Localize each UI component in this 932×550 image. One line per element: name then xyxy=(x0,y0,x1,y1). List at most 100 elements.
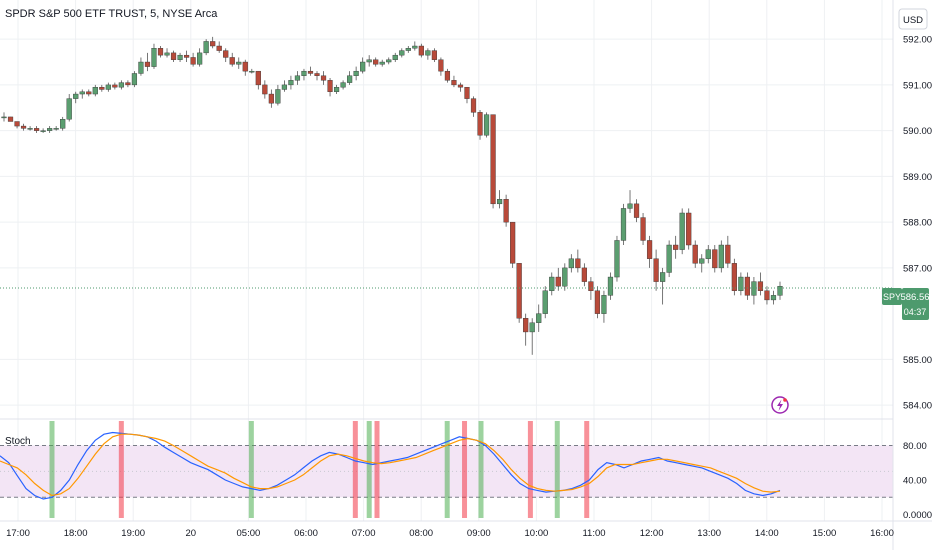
candle xyxy=(373,57,379,67)
candle-body xyxy=(575,258,581,269)
candle-body xyxy=(653,258,659,282)
sell-signal-band xyxy=(527,421,533,518)
candle xyxy=(1,112,7,122)
candle xyxy=(92,84,98,97)
sell-signal-band xyxy=(118,421,124,518)
candle xyxy=(444,68,451,83)
candle-body xyxy=(255,70,261,86)
candle xyxy=(607,272,614,300)
candle xyxy=(751,277,757,305)
candle xyxy=(183,50,190,63)
candle xyxy=(138,57,144,76)
candle-body xyxy=(210,41,216,47)
candle xyxy=(679,208,685,255)
candle-body xyxy=(144,61,151,67)
candle-body xyxy=(157,48,164,56)
candle xyxy=(236,57,242,69)
lightning-icon[interactable] xyxy=(771,396,789,414)
candle xyxy=(457,82,464,92)
candle-body xyxy=(92,86,98,95)
candle-body xyxy=(275,89,281,104)
time-tick-label: 13:00 xyxy=(697,528,721,539)
price-tick-label: 591.00 xyxy=(903,80,932,91)
candle xyxy=(412,41,418,51)
candle-body xyxy=(301,70,307,76)
price-tick-label: 584.00 xyxy=(903,401,932,412)
candle-body xyxy=(770,295,777,301)
candle-body xyxy=(673,244,679,250)
candle xyxy=(27,126,33,131)
candle-body xyxy=(660,272,666,282)
candle xyxy=(588,277,594,300)
candle xyxy=(268,89,274,108)
candle-body xyxy=(170,52,177,60)
candle-body xyxy=(431,50,437,60)
candle-body xyxy=(568,258,574,269)
candle xyxy=(666,240,672,278)
candle xyxy=(744,272,750,300)
candle xyxy=(718,240,724,273)
price-tick-label: 585.00 xyxy=(903,355,932,366)
candle xyxy=(14,121,20,129)
candle-body xyxy=(223,50,229,58)
candle-body xyxy=(353,70,359,76)
stoch-tick-label: 80.00 xyxy=(903,441,927,452)
candle-body xyxy=(242,61,248,72)
candle-body xyxy=(529,322,535,333)
time-tick-label: 07:00 xyxy=(352,528,376,539)
candle xyxy=(699,254,705,273)
candle xyxy=(7,116,14,122)
stoch-d-line xyxy=(0,433,781,497)
candle-body xyxy=(490,114,496,205)
price-tick-label: 587.00 xyxy=(903,263,932,274)
price-badge-symbol: SPY xyxy=(883,292,901,302)
candle-body xyxy=(607,276,614,296)
time-tick-label: 11:00 xyxy=(582,528,605,539)
candle xyxy=(712,245,718,273)
candle xyxy=(164,48,170,58)
candle-body xyxy=(183,54,190,58)
candle-body xyxy=(14,121,20,127)
candle xyxy=(157,46,164,58)
candle-body xyxy=(627,203,633,209)
sell-signal-band xyxy=(584,421,590,518)
candle xyxy=(770,290,777,305)
candle-body xyxy=(399,50,405,56)
candle xyxy=(464,86,470,104)
candle-body xyxy=(203,41,209,54)
candle-body xyxy=(20,125,27,129)
candle-body xyxy=(392,54,398,60)
time-tick-label: 09:00 xyxy=(467,528,491,539)
candle xyxy=(614,235,620,282)
candle-body xyxy=(333,86,340,92)
candle-body xyxy=(249,70,255,73)
candle xyxy=(738,272,744,296)
candle-body xyxy=(131,73,138,86)
candle-body xyxy=(470,98,477,113)
chart-title: SPDR S&P 500 ETF TRUST, 5, NYSE Arca xyxy=(5,8,218,20)
candle-body xyxy=(320,75,327,81)
candle-body xyxy=(692,244,698,264)
candle xyxy=(529,318,535,355)
candle-body xyxy=(412,45,418,49)
price-tick-label: 590.00 xyxy=(903,126,932,137)
candle xyxy=(288,75,294,90)
candle xyxy=(105,82,111,92)
sell-signal-band xyxy=(374,421,380,518)
candle-body xyxy=(418,45,424,56)
candle-body xyxy=(777,285,783,296)
time-tick-label: 17:00 xyxy=(6,528,30,539)
candle xyxy=(151,43,157,69)
candle xyxy=(470,96,477,117)
price-tick-label: 592.00 xyxy=(903,35,932,46)
candle xyxy=(249,68,255,74)
candle-body xyxy=(373,59,379,65)
currency-button[interactable]: USD xyxy=(898,8,928,30)
candle-body xyxy=(549,276,555,291)
candle xyxy=(242,59,248,76)
candle-body xyxy=(262,84,268,95)
buy-signal-band xyxy=(444,421,450,518)
candle xyxy=(594,286,601,319)
candle xyxy=(170,50,177,63)
